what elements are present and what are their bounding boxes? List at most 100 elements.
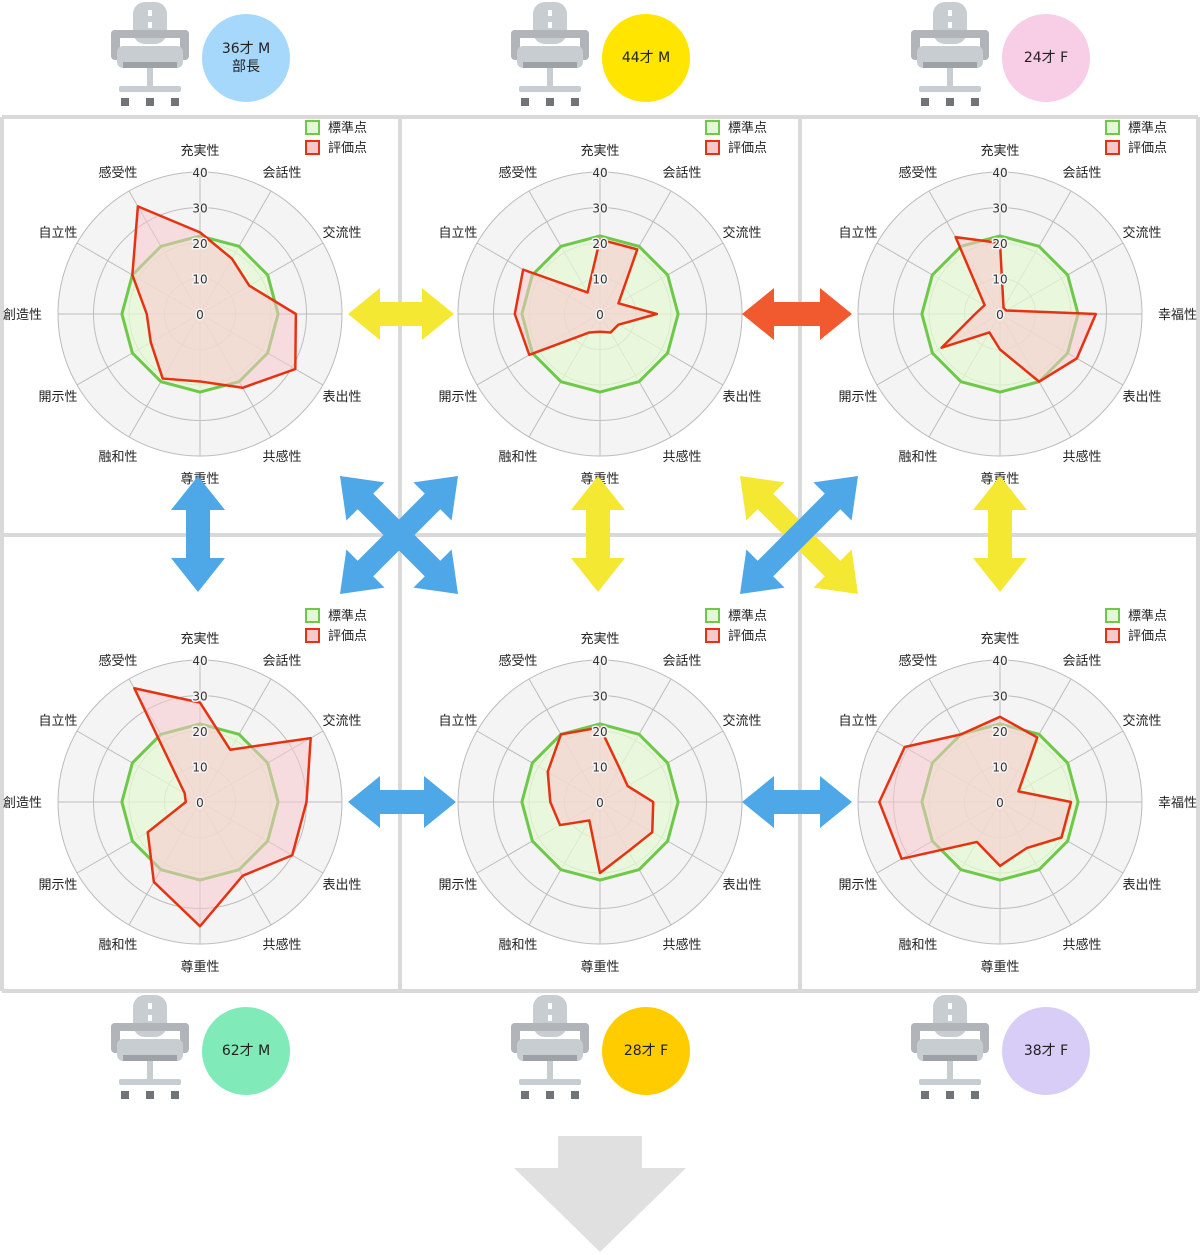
down-arrow-icon xyxy=(514,1136,686,1252)
person-title: 部長 xyxy=(232,59,260,75)
radar-tick-label: 30 xyxy=(992,202,1007,216)
radar-category-label: 交流性 xyxy=(723,225,762,241)
radar-tick-label: 30 xyxy=(592,202,607,216)
radar-category-label: 開示性 xyxy=(38,878,77,893)
radar-category-label: 自立性 xyxy=(438,714,477,729)
radar-category-label: 会話性 xyxy=(662,653,701,669)
person-badge: 62才 M xyxy=(202,1007,290,1095)
radar-tick-label: 20 xyxy=(592,725,607,739)
radar-category-label: 融和性 xyxy=(98,938,137,953)
radar-tick-label: 20 xyxy=(992,725,1007,739)
radar-chart-1: 010203040充実性会話性交流性幸福性表出性共感性尊重性融和性開示性創造性自… xyxy=(403,120,797,487)
radar-category-label: 表出性 xyxy=(323,878,362,893)
person-badge: 36才 M 部長 xyxy=(202,14,290,102)
radar-category-label: 融和性 xyxy=(98,450,137,465)
legend-evaluation-swatch xyxy=(305,628,320,643)
radar-category-label: 充実性 xyxy=(180,143,219,159)
radar-category-label: 表出性 xyxy=(1123,878,1162,893)
office-chair-icon xyxy=(505,0,595,115)
legend-standard-swatch xyxy=(705,608,720,623)
series-evaluation-polygon xyxy=(878,715,1073,868)
radar-category-label: 充実性 xyxy=(980,143,1019,159)
legend-standard-swatch xyxy=(1105,120,1120,135)
radar-category-label: 共感性 xyxy=(1062,937,1101,953)
radar-category-label: 共感性 xyxy=(1062,449,1101,465)
person-age-gender: 24才 F xyxy=(1023,50,1069,66)
radar-category-label: 表出性 xyxy=(323,390,362,405)
office-chair-icon xyxy=(105,0,195,115)
radar-category-label: 自立性 xyxy=(838,714,877,729)
radar-category-label: 感受性 xyxy=(498,653,537,669)
radar-category-label: 尊重性 xyxy=(580,959,619,975)
series-evaluation-polygon xyxy=(546,726,655,875)
radar-tick-label: 40 xyxy=(592,654,607,668)
radar-tick-label: 20 xyxy=(592,237,607,251)
radar-tick-label: 40 xyxy=(992,654,1007,668)
radar-tick-label: 20 xyxy=(992,237,1007,251)
double-arrow-icon xyxy=(973,476,1027,592)
person-age-gender: 38才 F xyxy=(1023,1043,1069,1059)
radar-category-label: 開示性 xyxy=(38,390,77,405)
legend-evaluation-swatch xyxy=(305,140,320,155)
radar-category-label: 充実性 xyxy=(580,143,619,159)
legend-evaluation-swatch xyxy=(705,140,720,155)
radar-tick-label: 10 xyxy=(992,761,1007,775)
radar-category-label: 表出性 xyxy=(723,390,762,405)
radar-category-label: 自立性 xyxy=(38,714,77,729)
radar-category-label: 自立性 xyxy=(438,226,477,241)
legend-standard-label: 標準点 xyxy=(728,120,767,136)
double-arrow-icon xyxy=(348,776,456,828)
radar-category-label: 交流性 xyxy=(1123,225,1162,241)
radar-tick-label: 40 xyxy=(592,166,607,180)
office-chair-icon xyxy=(105,993,195,1108)
radar-category-label: 開示性 xyxy=(438,390,477,405)
radar-category-label: 自立性 xyxy=(38,226,77,241)
radar-category-label: 感受性 xyxy=(498,165,537,181)
radar-category-label: 共感性 xyxy=(662,449,701,465)
radar-tick-label: 20 xyxy=(192,237,207,251)
person-bottom-2: 38才 F xyxy=(800,993,1200,1108)
radar-category-label: 感受性 xyxy=(98,165,137,181)
radar-category-label: 尊重性 xyxy=(980,959,1019,975)
radar-category-label: 表出性 xyxy=(723,878,762,893)
radar-category-label: 充実性 xyxy=(180,631,219,647)
double-arrow-icon xyxy=(742,288,852,340)
radar-tick-label: 10 xyxy=(992,273,1007,287)
radar-category-label: 共感性 xyxy=(262,937,301,953)
legend-evaluation-label: 評価点 xyxy=(328,629,367,644)
radar-category-label: 創造性 xyxy=(3,796,42,811)
radar-category-label: 感受性 xyxy=(898,653,937,669)
radar-tick-label: 40 xyxy=(192,654,207,668)
legend-evaluation-swatch xyxy=(1105,628,1120,643)
person-age-gender: 44才 M xyxy=(621,50,671,66)
radar-category-label: 共感性 xyxy=(262,449,301,465)
radar-category-label: 交流性 xyxy=(1123,713,1162,729)
radar-category-label: 共感性 xyxy=(662,937,701,953)
radar-category-label: 会話性 xyxy=(1062,653,1101,669)
radar-category-label: 充実性 xyxy=(980,631,1019,647)
legend-standard-label: 標準点 xyxy=(1128,608,1167,624)
radar-chart-0: 010203040充実性会話性交流性幸福性表出性共感性尊重性融和性開示性創造性自… xyxy=(3,120,397,487)
person-top-2: 24才 F xyxy=(800,0,1200,115)
radar-chart-5: 010203040充実性会話性交流性幸福性表出性共感性尊重性融和性開示性創造性自… xyxy=(803,608,1197,975)
legend-evaluation-swatch xyxy=(705,628,720,643)
person-age-gender: 28才 F xyxy=(623,1043,669,1059)
double-arrow-icon xyxy=(742,776,852,828)
radar-category-label: 開示性 xyxy=(438,878,477,893)
radar-category-label: 会話性 xyxy=(1062,165,1101,181)
legend-evaluation-label: 評価点 xyxy=(728,141,767,156)
legend-standard-swatch xyxy=(305,120,320,135)
radar-category-label: 自立性 xyxy=(838,226,877,241)
person-badge: 28才 F xyxy=(602,1007,690,1095)
person-top-0: 36才 M 部長 xyxy=(0,0,400,115)
radar-tick-label: 10 xyxy=(192,273,207,287)
double-arrow-icon xyxy=(348,288,454,340)
radar-tick-label: 0 xyxy=(996,308,1004,322)
radar-tick-label: 30 xyxy=(592,690,607,704)
radar-chart-2: 010203040充実性会話性交流性幸福性表出性共感性尊重性融和性開示性創造性自… xyxy=(803,120,1197,487)
legend-standard-label: 標準点 xyxy=(328,608,367,624)
